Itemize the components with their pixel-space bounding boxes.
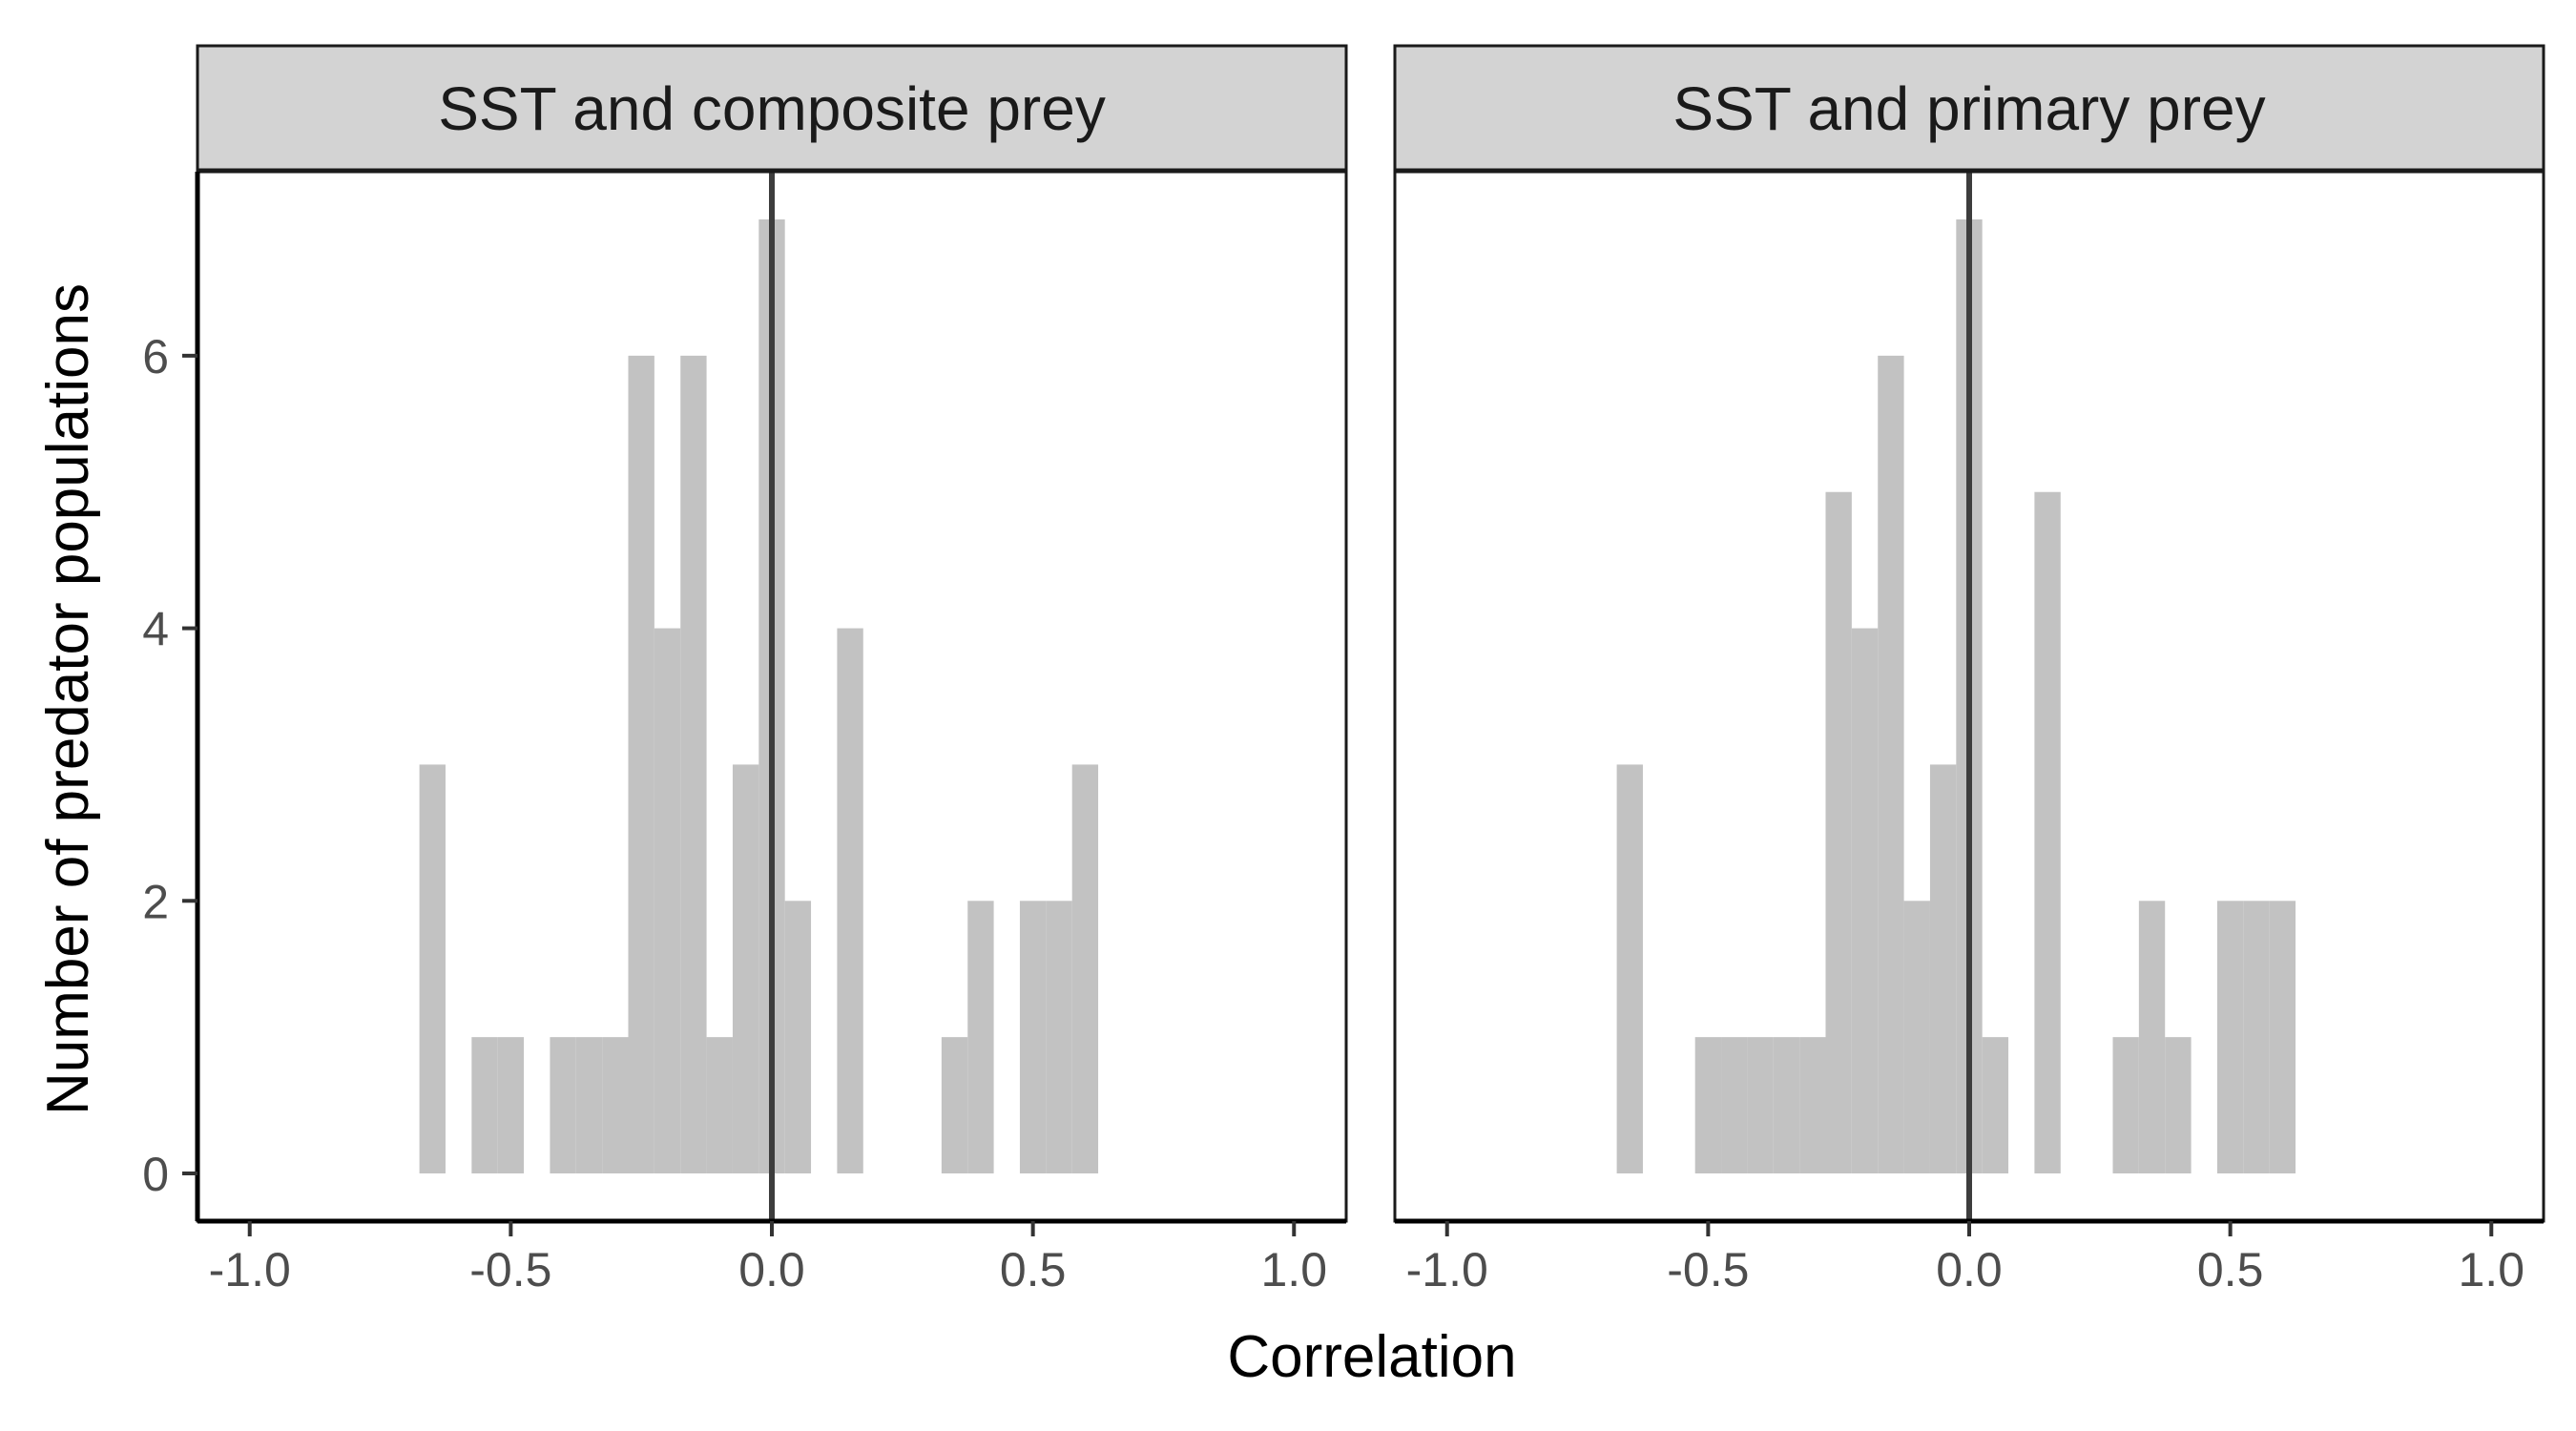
x-axis-title: Correlation [1227,1324,1516,1390]
histogram-bar [784,901,812,1173]
histogram-bar [1747,1037,1774,1173]
histogram-bar [967,901,994,1173]
histogram-bar [1773,1037,1800,1173]
facet-strip [196,44,1348,172]
histogram-bar [628,355,654,1173]
histogram-bar [1616,764,1643,1173]
x-tick-label: 0.0 [1936,1243,2003,1296]
histogram-bar [497,1037,525,1173]
facet-strip [1393,44,2545,172]
x-tick-label: 0.5 [2197,1243,2264,1296]
x-tick-label: -1.0 [1406,1243,1488,1296]
y-axis-title: Number of predator populations [35,283,101,1115]
histogram-bar [1694,1037,1722,1173]
facet-strip-label: SST and primary prey [1672,74,2265,143]
histogram-bar [2269,901,2296,1173]
histogram-bar [837,628,863,1173]
histogram-bar [471,1037,498,1173]
x-tick-label: -0.5 [1667,1243,1749,1296]
histogram-bar [2165,1037,2192,1173]
facet-panel-1: SST and composite prey -1.0 -0.5 0.0 0.5 1.0 0… [142,44,1348,1296]
histogram-bar [2034,491,2061,1173]
histogram-bar [1929,764,1957,1173]
histogram-bar [941,1037,968,1173]
histogram-bar [1851,628,1879,1173]
histogram-bar [602,1037,629,1173]
facet-panel-2: SST and primary prey -1.0 -0.5 0.0 0.5 1.0 [1393,44,2545,1296]
histogram-bar [550,1037,576,1173]
facet-strip-label: SST and composite prey [438,74,1106,143]
histogram-bar [1046,901,1072,1173]
histogram-bar [1799,1037,1826,1173]
histogram-bar [1071,764,1099,1173]
x-tick-label: -0.5 [469,1243,551,1296]
histogram-bar [1019,901,1047,1173]
x-tick-label: 1.0 [2459,1243,2525,1296]
histogram-bar [1982,1037,2009,1173]
x-tick-label: 0.0 [738,1243,805,1296]
x-tick-label: -1.0 [209,1243,291,1296]
histogram-bar [2112,1037,2139,1173]
histogram-bar [1903,901,1930,1173]
x-tick-label: 1.0 [1261,1243,1328,1296]
histogram-bar [680,355,707,1173]
histogram-bar [1721,1037,1748,1173]
histogram-bar [1878,355,1904,1173]
y-tick-label: 6 [142,330,169,384]
histogram-bar [732,764,759,1173]
histogram-bar [2216,901,2244,1173]
y-tick-label: 2 [142,875,169,928]
histogram-bar [2138,901,2166,1173]
x-tick-label: 0.5 [1000,1243,1067,1296]
y-tick-label: 4 [142,603,169,656]
histogram-bar [2243,901,2270,1173]
histogram-bar [575,1037,603,1173]
y-tick-label: 0 [142,1148,169,1201]
histogram-bar [706,1037,733,1173]
histogram-bar [654,628,681,1173]
histogram-bar [1825,491,1852,1173]
histogram-bar [419,764,446,1173]
